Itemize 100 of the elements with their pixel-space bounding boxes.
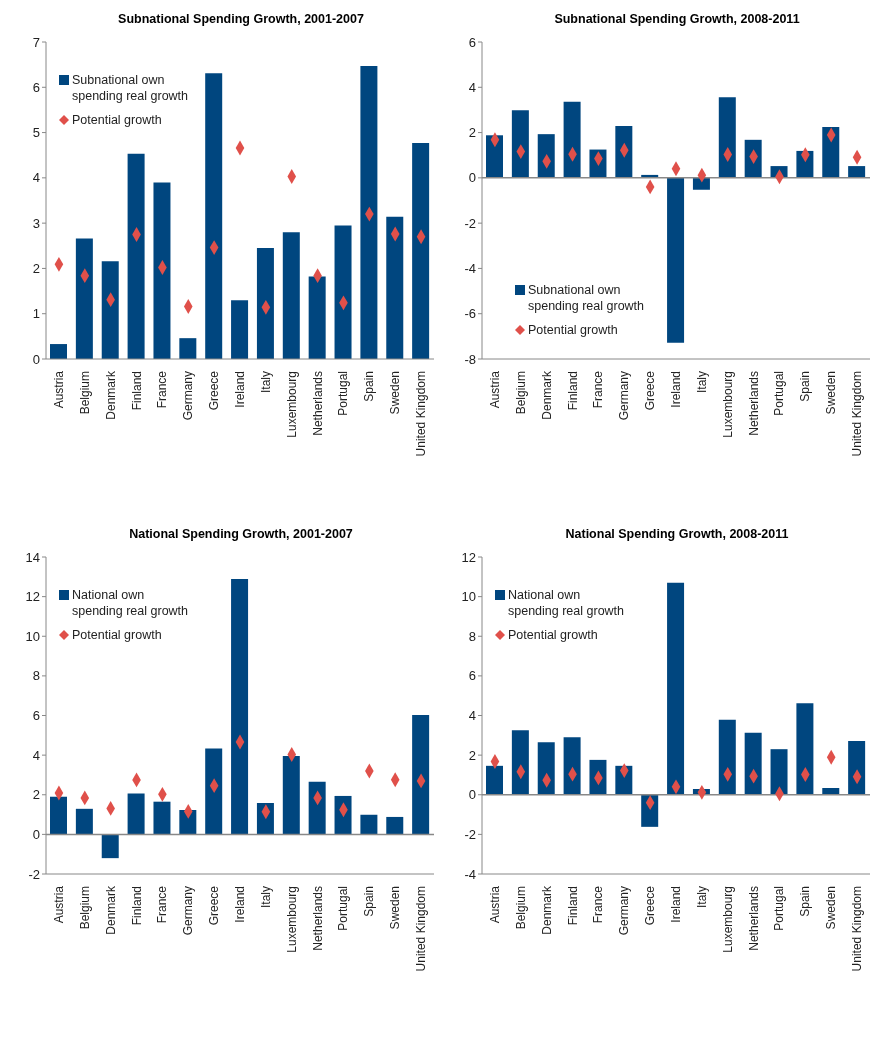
y-tick-label: -8 (464, 351, 476, 367)
bar (822, 126, 840, 178)
legend-label: Potential growth (72, 627, 162, 643)
x-tick-label: Ireland (669, 886, 683, 923)
x-tick-label: Austria (51, 885, 66, 924)
x-tick-label: Austria (51, 370, 66, 409)
legend-label: Potential growth (72, 112, 162, 128)
bar (205, 73, 223, 359)
x-tick-label: Belgium (77, 371, 92, 415)
bar (563, 101, 581, 178)
x-tick-label: Italy (694, 371, 709, 394)
y-tick-label: 0 (468, 787, 476, 803)
bar (153, 801, 171, 835)
x-tick-label: Italy (694, 886, 709, 909)
x-tick-label: Austria (487, 885, 502, 924)
x-tick-label: Luxembourg (720, 371, 735, 438)
x-tick-label: Germany (617, 371, 632, 421)
y-tick-label: 6 (32, 79, 40, 95)
y-tick-label: -2 (464, 826, 476, 842)
x-tick-label: United Kingdom (850, 886, 865, 972)
chart-title: Subnational Spending Growth, 2008-2011 (553, 11, 801, 28)
x-tick-label: France (155, 370, 170, 409)
legend-label: National own spending real growth (508, 587, 626, 619)
y-tick-label: 2 (468, 125, 476, 141)
bar (50, 796, 67, 835)
bar (486, 765, 503, 795)
bar (615, 126, 633, 178)
y-tick-label: 4 (468, 708, 476, 724)
bar (308, 276, 326, 359)
x-tick-label: Germany (181, 371, 196, 421)
bar (282, 756, 300, 835)
x-tick-label: Finland (565, 371, 580, 411)
legend-label: Potential growth (528, 322, 618, 338)
bar (101, 834, 119, 859)
bar (75, 808, 93, 835)
bar (537, 742, 555, 795)
bar (511, 730, 529, 795)
bar (101, 261, 119, 359)
bar (386, 816, 404, 835)
x-tick-label: Ireland (233, 886, 247, 923)
bar (231, 300, 249, 359)
bar (486, 135, 503, 178)
x-tick-label: Luxembourg (720, 886, 735, 953)
bar (256, 248, 274, 359)
x-tick-label: Greece (207, 885, 222, 926)
x-tick-label: Netherlands (746, 371, 761, 436)
x-tick-label: Denmark (539, 370, 554, 420)
y-tick-label: 3 (32, 215, 40, 231)
bar (744, 732, 762, 795)
x-tick-label: Portugal (336, 886, 351, 931)
x-tick-label: Austria (487, 370, 502, 409)
bar (334, 795, 352, 835)
x-tick-label: Finland (129, 886, 144, 926)
x-tick-label: Belgium (513, 371, 528, 415)
bar (205, 748, 223, 835)
bar (127, 153, 145, 359)
bar (50, 344, 67, 359)
bar (127, 793, 145, 835)
bar (334, 225, 352, 359)
y-tick-label: 14 (25, 549, 40, 565)
y-tick-label: 10 (25, 628, 40, 644)
x-tick-label: Greece (643, 370, 658, 411)
bar (386, 216, 404, 359)
y-tick-label: 10 (461, 589, 476, 605)
y-tick-label: 0 (468, 170, 476, 186)
x-tick-label: Denmark (103, 370, 118, 420)
y-tick-label: 12 (25, 589, 40, 605)
y-tick-label: 7 (32, 34, 40, 50)
x-tick-label: Luxembourg (284, 371, 299, 438)
y-tick-label: 2 (32, 261, 40, 277)
x-tick-label: Portugal (772, 886, 787, 931)
x-tick-label: Italy (258, 371, 273, 394)
y-tick-label: 1 (32, 306, 40, 322)
x-tick-label: Sweden (388, 371, 403, 415)
x-tick-label: Ireland (669, 371, 683, 408)
y-tick-label: -2 (464, 215, 476, 231)
y-tick-label: -4 (464, 866, 476, 882)
y-tick-label: 6 (468, 668, 476, 684)
x-tick-label: Spain (798, 886, 813, 917)
chart-title: National Spending Growth, 2001-2007 (128, 526, 354, 543)
x-tick-label: Finland (565, 886, 580, 926)
y-tick-label: 2 (468, 747, 476, 763)
x-tick-label: Italy (258, 886, 273, 909)
y-tick-label: 2 (32, 787, 40, 803)
x-tick-label: Netherlands (310, 886, 325, 951)
y-tick-label: 5 (32, 125, 40, 141)
chart-title: National Spending Growth, 2008-2011 (564, 526, 790, 543)
legend-label: Potential growth (508, 627, 598, 643)
legend-label: Subnational own spending real growth (528, 282, 646, 314)
bar (848, 741, 866, 795)
y-tick-label: 0 (32, 351, 40, 367)
x-tick-label: Greece (207, 370, 222, 411)
bar (360, 66, 378, 359)
x-tick-label: United Kingdom (850, 371, 865, 457)
x-tick-label: Netherlands (746, 886, 761, 951)
x-tick-label: Germany (617, 886, 632, 936)
bar (796, 703, 814, 795)
y-tick-label: 8 (468, 628, 476, 644)
y-tick-label: -2 (28, 866, 40, 882)
bar (667, 177, 685, 343)
